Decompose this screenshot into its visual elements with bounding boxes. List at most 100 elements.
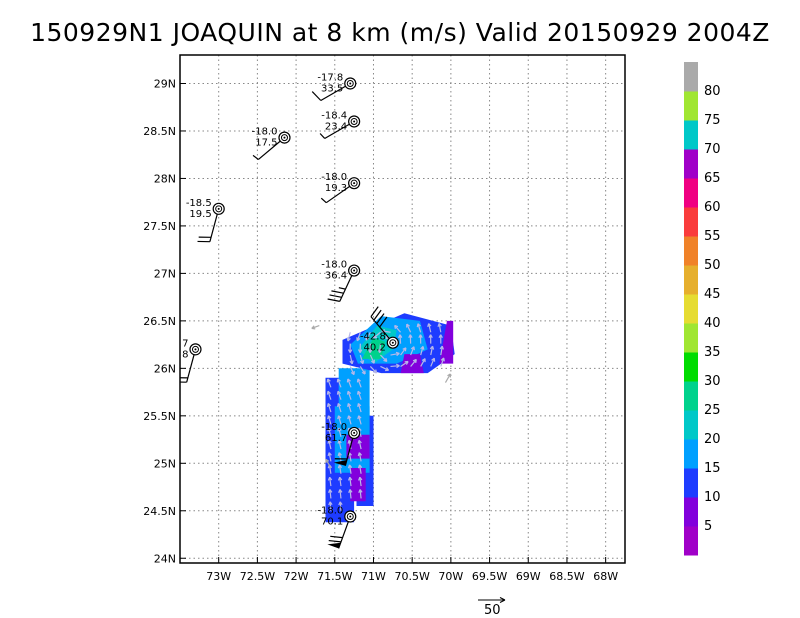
wind-vector-head	[420, 345, 425, 350]
wind-vector	[326, 390, 332, 400]
wind-vector-head	[357, 464, 363, 469]
wind-vector-shaft	[365, 331, 371, 341]
lon-tick-label: 68W	[593, 570, 618, 583]
wind-vector	[429, 345, 435, 356]
station-dot	[353, 182, 356, 185]
wind-vector	[328, 489, 333, 499]
station-ring-inner	[280, 134, 288, 142]
lat-tick-label: 25N	[154, 457, 176, 470]
axis-labels: 73W 72.5W 72W 71.5W 71W 70.5W 70W 69.5W 69W 68.5W…	[143, 77, 618, 583]
station-plot: -17.833.5	[311, 72, 357, 102]
station-ring-inner	[350, 117, 358, 125]
colorbar-label: 75	[704, 113, 721, 128]
wind-vector	[397, 334, 403, 344]
wind-vector-shaft	[400, 347, 407, 356]
wind-barb-staff	[344, 438, 354, 466]
chart-title: 150929N1 JOAQUIN at 8 km (m/s) Valid 201…	[30, 18, 770, 47]
wind-vector	[327, 427, 332, 437]
station-plot: 78	[180, 338, 202, 383]
station-plot: -18.019.3	[320, 172, 361, 204]
wind-vector-head	[337, 439, 342, 444]
wind-vector	[358, 476, 363, 487]
wind-vector-head	[447, 373, 452, 378]
wind-vector-shaft	[357, 390, 362, 400]
colorbar-swatch	[684, 120, 698, 150]
wind-vector-shaft	[369, 366, 378, 374]
station-dot	[349, 82, 352, 85]
colorbar-label: 60	[704, 200, 721, 215]
station-temperature: -18.0	[321, 260, 347, 271]
colorbar-swatch	[684, 439, 698, 469]
wind-vector	[359, 366, 366, 375]
station-temperature: -18.0	[321, 422, 347, 433]
wind-vector	[337, 427, 342, 437]
colorbar-swatch	[684, 91, 698, 121]
wind-barb-staff	[186, 354, 195, 383]
colorbar-swatch	[684, 497, 698, 527]
wind-barb-feather	[331, 290, 344, 294]
wind-vector-shaft	[328, 452, 332, 462]
wind-vector-shaft	[337, 415, 342, 425]
colorbar-label: 25	[704, 403, 721, 418]
station-speed: 70.1	[321, 516, 343, 527]
wind-vector-head	[336, 378, 341, 383]
station-ring-inner	[350, 267, 358, 275]
station-speed: 40.2	[364, 343, 386, 354]
wind-vector	[420, 358, 426, 367]
station-temperature: -42.8	[360, 332, 386, 343]
station-speed: 33.5	[321, 83, 343, 94]
lat-tick-label: 28N	[154, 172, 176, 185]
wind-vector-head	[328, 489, 333, 493]
wind-vector-shaft	[338, 452, 342, 462]
wind-vector	[380, 354, 388, 362]
wind-vector-shaft	[430, 357, 435, 367]
wind-vector-shaft	[430, 346, 434, 356]
wind-vector-shaft	[390, 352, 400, 356]
wind-vector-head	[427, 323, 432, 328]
wind-vector-head	[336, 390, 342, 395]
wind-vector-shaft	[349, 489, 352, 499]
wind-vector	[327, 439, 332, 450]
wind-barb-feather	[370, 306, 379, 318]
wind-vector	[347, 476, 353, 487]
wind-vector-head	[328, 501, 333, 506]
wind-vector	[356, 390, 362, 400]
wind-vector-head	[361, 370, 366, 375]
wind-barb-feather	[311, 91, 322, 101]
colorbar-label: 65	[704, 171, 721, 186]
colorbar-swatch	[684, 236, 698, 266]
wind-vector-head	[347, 464, 353, 469]
wind-vector-head	[357, 415, 362, 420]
wind-vector-shaft	[339, 501, 342, 511]
wind-vector-head	[347, 349, 353, 353]
wind-vector-head	[412, 358, 417, 364]
wind-vector	[326, 378, 332, 388]
wind-vector-shaft	[357, 378, 362, 388]
station-plot: -18.036.4	[321, 260, 361, 302]
station-speed: 36.4	[325, 271, 347, 282]
lon-tick-label: 73W	[206, 570, 231, 583]
wind-vector-head	[394, 324, 399, 330]
station-ring-inner	[350, 429, 358, 437]
colorbar-label: 50	[704, 258, 721, 273]
lat-tick-label: 29N	[154, 77, 176, 90]
wind-vector-head	[397, 334, 403, 339]
wind-vector	[346, 390, 352, 400]
wind-vector-shaft	[440, 357, 445, 367]
wind-vector-head	[347, 476, 353, 481]
wind-vector-head	[346, 378, 351, 383]
wind-vector	[356, 332, 361, 342]
wind-vector	[408, 334, 413, 344]
colorbar-swatch	[684, 352, 698, 382]
wind-vector-head	[406, 323, 411, 328]
wind-vector-shaft	[358, 415, 362, 425]
lat-tick-label: 27N	[154, 267, 176, 280]
wind-vector	[410, 358, 417, 367]
station-speed: 23.4	[325, 121, 347, 132]
station-temperature: 7	[182, 338, 188, 349]
colorbar-swatch	[684, 323, 698, 353]
wind-vector-shaft	[349, 354, 353, 364]
colorbar-swatch	[684, 468, 698, 498]
wind-barb-staff	[325, 185, 350, 204]
wind-barb-feather	[328, 539, 342, 543]
